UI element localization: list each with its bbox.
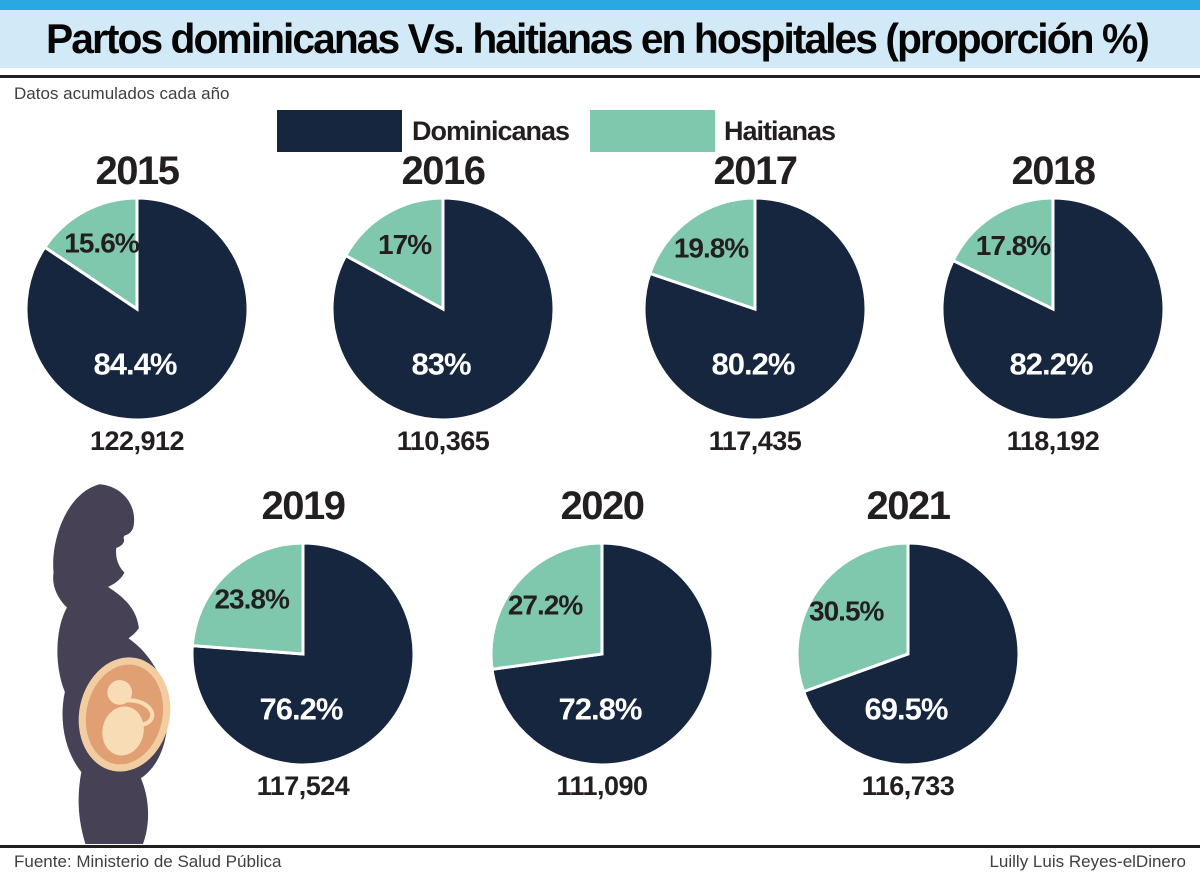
pct-label-dominicanas: 76.2% (260, 692, 343, 727)
pie-chart-2020: 2020 27.2% 72.8% 111,090 (472, 483, 732, 802)
pie-svg: 17% 83% (330, 196, 556, 422)
pct-label-haitianas: 19.8% (674, 233, 749, 264)
slice-dominicanas (801, 541, 1021, 767)
header-divider (0, 75, 1200, 78)
pct-label-dominicanas: 83% (411, 347, 470, 382)
slice-haitianas (795, 541, 910, 694)
pct-label-dominicanas: 69.5% (865, 692, 948, 727)
header-accent-strip (0, 0, 1200, 10)
year-label: 2021 (866, 484, 951, 528)
pie-chart-2015: 2015 15.6% 84.4% 122,912 (7, 148, 267, 457)
year-label: 2018 (1011, 149, 1096, 193)
pie-svg: 17.8% 82.2% (940, 196, 1166, 422)
source-credit: Fuente: Ministerio de Salud Pública (14, 852, 282, 871)
pie-svg: 19.8% 80.2% (642, 196, 868, 422)
total-label: 116,733 (861, 771, 955, 801)
pie-svg: 15.6% 84.4% (24, 196, 250, 422)
year-label: 2016 (401, 149, 486, 193)
pct-label-haitianas: 23.8% (214, 584, 289, 615)
year-label: 2017 (713, 149, 798, 193)
total-label: 117,524 (256, 771, 350, 801)
author-credit: Luilly Luis Reyes-elDinero (989, 852, 1186, 871)
slice-haitianas (343, 196, 445, 312)
pct-label-haitianas: 27.2% (508, 589, 583, 620)
year-label: 2020 (560, 484, 645, 528)
year-label: 2015 (95, 149, 180, 193)
umbilical-cord (125, 698, 155, 731)
legend-label-haitianas: Haitianas (724, 115, 836, 146)
pie-svg: 27.2% 72.8% (489, 541, 715, 767)
pie-chart-2019: 2019 23.8% 76.2% 117,524 (173, 483, 433, 802)
year-label: 2019 (261, 484, 346, 528)
pie-chart-2018: 2018 17.8% 82.2% 118,192 (923, 148, 1183, 457)
womb-window (78, 657, 171, 772)
total-label: 110,365 (396, 426, 490, 456)
legend-swatch-dominicanas (277, 110, 402, 152)
slice-haitianas (190, 541, 305, 656)
pct-label-haitianas: 17% (378, 229, 432, 260)
slice-haitianas (489, 541, 604, 671)
legend-label-dominicanas: Dominicanas (412, 115, 570, 146)
pct-label-haitianas: 15.6% (64, 227, 139, 258)
pct-label-dominicanas: 72.8% (559, 692, 642, 727)
slice-haitianas (42, 196, 139, 312)
fetus-body (102, 706, 144, 756)
title-band: Partos dominicanas Vs. haitianas en hosp… (0, 10, 1200, 68)
pie-chart-2017: 2017 19.8% 80.2% 117,435 (625, 148, 885, 457)
total-label: 117,435 (708, 426, 802, 456)
pct-label-dominicanas: 84.4% (94, 347, 177, 382)
slice-haitianas (951, 196, 1055, 312)
total-label: 111,090 (556, 771, 648, 801)
pct-label-haitianas: 17.8% (976, 230, 1051, 261)
page-title: Partos dominicanas Vs. haitianas en hosp… (46, 15, 1150, 62)
chart-subtitle: Datos acumulados cada año (14, 84, 230, 103)
pie-svg: 30.5% 69.5% (795, 541, 1021, 767)
total-label: 122,912 (89, 426, 185, 456)
pie-svg: 23.8% 76.2% (190, 541, 416, 767)
slice-haitianas (647, 196, 757, 312)
pregnant-woman-illustration (53, 484, 171, 844)
fetus-head (107, 680, 133, 705)
pct-label-dominicanas: 82.2% (1010, 347, 1093, 382)
pct-label-dominicanas: 80.2% (712, 347, 795, 382)
footer-divider (0, 845, 1200, 848)
pie-chart-2016: 2016 17% 83% 110,365 (313, 148, 573, 457)
legend-swatch-haitianas (590, 110, 715, 152)
total-label: 118,192 (1006, 426, 1100, 456)
pct-label-haitianas: 30.5% (809, 596, 884, 627)
pie-chart-2021: 2021 30.5% 69.5% 116,733 (778, 483, 1038, 802)
